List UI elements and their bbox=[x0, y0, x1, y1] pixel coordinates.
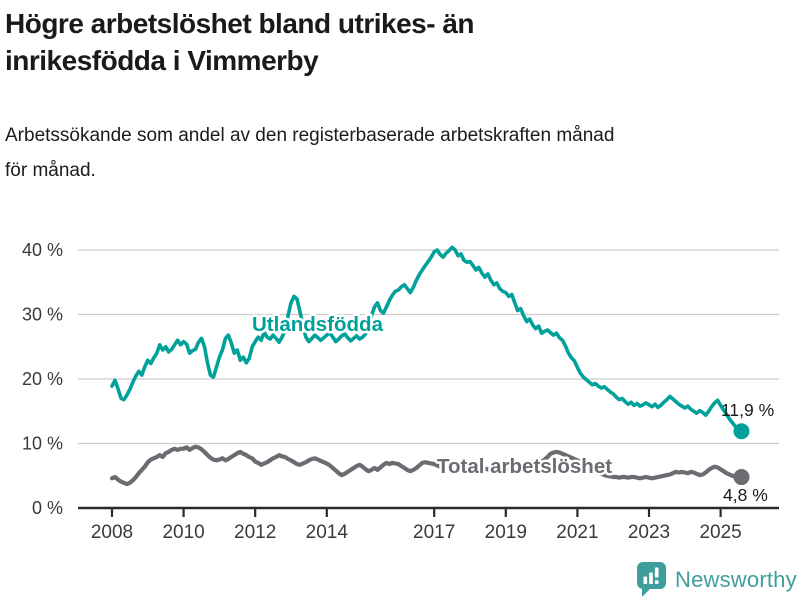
x-tick-label-2019: 2019 bbox=[485, 522, 527, 543]
subtitle-line-2: för månad. bbox=[5, 159, 96, 181]
series-line-total bbox=[109, 444, 744, 487]
x-tick-label-2014: 2014 bbox=[306, 522, 349, 543]
x-tick-label-2008: 2008 bbox=[91, 522, 133, 543]
x-tick-label-2012: 2012 bbox=[234, 522, 276, 543]
line-chart: 0 % 10 % 20 % 30 % 40 % 2008 2010 2012 2014 2017 2… bbox=[0, 205, 800, 555]
title-line-1: Högre arbetslöshet bland utrikes- än bbox=[5, 8, 475, 39]
series-label-total: Total arbetslöshet bbox=[437, 455, 612, 478]
series-end-dot-utlandsfodda bbox=[733, 423, 750, 440]
y-tick-label-10: 10 % bbox=[22, 434, 63, 454]
series-label-utlandsfodda: Utlandsfödda bbox=[252, 313, 384, 336]
y-tick-label-0: 0 % bbox=[32, 498, 63, 518]
title-line-2: inrikesfödda i Vimmerby bbox=[5, 44, 319, 76]
y-tick-label-40: 40 % bbox=[22, 240, 63, 260]
x-tick-label-2023: 2023 bbox=[628, 522, 670, 543]
x-tick-label-2021: 2021 bbox=[556, 522, 598, 543]
newsworthy-logo[interactable]: Newsworthy bbox=[636, 561, 797, 598]
subtitle-line-1: Arbetssökande som andel av den registerb… bbox=[5, 125, 615, 146]
newsworthy-chart-bubble-icon bbox=[636, 562, 666, 597]
y-tick-label-20: 20 % bbox=[22, 369, 63, 389]
end-value-label-utlandsfodda: 11,9 % bbox=[721, 400, 774, 420]
y-tick-label-30: 30 % bbox=[22, 305, 63, 325]
series-line-utlandsfodda bbox=[110, 245, 744, 434]
chart-canvas: 0 % 10 % 20 % 30 % 40 % 2008 2010 2012 2014 2017 2… bbox=[22, 240, 779, 543]
brand-name: Newsworthy bbox=[675, 566, 797, 592]
end-value-label-total: 4,8 % bbox=[723, 485, 768, 505]
x-tick-label-2010: 2010 bbox=[162, 522, 204, 543]
chart-subtitle: Arbetssökande som andel av den registerb… bbox=[5, 119, 745, 188]
x-tick-label-2017: 2017 bbox=[413, 522, 455, 543]
series-end-dot-total bbox=[733, 469, 750, 486]
page-title: Högre arbetslöshet bland utrikes- än inri… bbox=[5, 6, 695, 80]
x-tick-label-2025: 2025 bbox=[699, 522, 741, 543]
